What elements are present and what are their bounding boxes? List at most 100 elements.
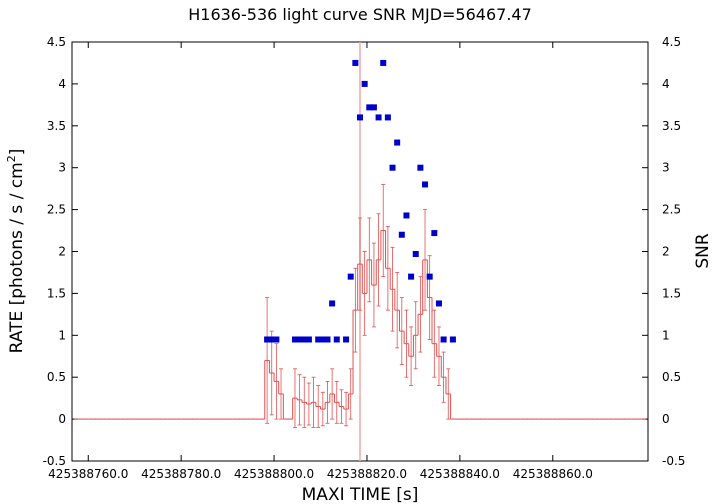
snr-point xyxy=(408,273,415,280)
y-axis-label: RATE [photons / s / cm2] xyxy=(5,149,27,354)
y-tick-label: 4 xyxy=(58,77,66,91)
y-tick-label: 4.5 xyxy=(47,35,66,49)
error-bar xyxy=(399,297,404,366)
snr-point xyxy=(268,336,275,343)
y-tick-label: 0 xyxy=(58,412,66,426)
error-bar xyxy=(385,225,390,311)
snr-point xyxy=(301,336,308,343)
x-tick-label: 425388840.0 xyxy=(420,467,500,481)
x-tick-label: 425388860.0 xyxy=(513,467,593,481)
snr-point xyxy=(305,336,312,343)
snr-point xyxy=(333,336,340,343)
error-bar xyxy=(390,246,395,332)
snr-point xyxy=(324,336,331,343)
error-bar xyxy=(279,368,284,420)
snr-point xyxy=(394,139,401,146)
x-axis-label: MAXI TIME [s] xyxy=(302,485,419,504)
error-bar xyxy=(269,330,274,416)
y-tick-label: 1 xyxy=(58,328,66,342)
snr-point xyxy=(352,59,359,66)
snr-point xyxy=(440,336,447,343)
error-bar xyxy=(306,382,311,426)
error-bar xyxy=(404,309,409,378)
snr-point xyxy=(417,164,424,171)
snr-point xyxy=(315,336,322,343)
x-tick-label: 425388800.0 xyxy=(234,467,314,481)
error-bar xyxy=(320,391,325,427)
snr-point xyxy=(435,300,442,307)
snr-point xyxy=(264,336,271,343)
x-tick-label: 425388820.0 xyxy=(327,467,407,481)
error-bar xyxy=(348,368,353,420)
snr-point xyxy=(370,104,377,111)
error-bar xyxy=(436,326,441,386)
y2-tick-label: 0.5 xyxy=(662,370,681,384)
error-bar xyxy=(334,380,339,424)
error-bar xyxy=(441,351,446,403)
snr-point xyxy=(357,114,363,121)
snr-point xyxy=(380,59,387,66)
y-tick-label: 3 xyxy=(58,161,66,175)
snr-point xyxy=(403,212,410,219)
snr-point xyxy=(361,80,368,87)
error-bar xyxy=(339,389,344,424)
y-axis-label-text: RATE [photons / s / cm xyxy=(7,162,27,353)
y-axis-label-sup: 2 xyxy=(5,155,18,162)
snr-point xyxy=(343,336,350,343)
snr-point xyxy=(384,114,391,121)
x-tick-label: 425388780.0 xyxy=(141,467,221,481)
snr-point xyxy=(329,300,336,307)
error-bar xyxy=(325,380,330,424)
y2-tick-label: 3 xyxy=(662,161,670,175)
y2-tick-label: 1 xyxy=(662,328,670,342)
snr-point xyxy=(398,231,405,238)
chart-title: H1636-536 light curve SNR MJD=56467.47 xyxy=(188,5,532,24)
error-bar xyxy=(381,184,386,278)
error-bar xyxy=(418,276,423,353)
error-bar xyxy=(297,374,302,426)
error-bar xyxy=(371,242,376,328)
y-tick-label: 2 xyxy=(58,245,66,259)
error-bar xyxy=(316,385,321,428)
snr-point xyxy=(366,104,373,111)
error-bar xyxy=(344,391,349,427)
error-bar xyxy=(358,217,362,311)
snr-point xyxy=(296,336,303,343)
error-bar xyxy=(446,368,451,420)
snr-point xyxy=(291,336,298,343)
snr-point xyxy=(375,114,382,121)
y2-tick-label: 2.5 xyxy=(662,203,681,217)
snr-point xyxy=(426,273,433,280)
y2-tick-label: -0.5 xyxy=(662,454,685,468)
snr-point xyxy=(449,336,456,343)
error-bar xyxy=(330,368,335,420)
snr-point xyxy=(319,336,326,343)
error-bar xyxy=(353,267,358,353)
x-tick-label: 425388760.0 xyxy=(48,467,128,481)
y2-tick-label: 2 xyxy=(662,245,670,259)
y-tick-label: 0.5 xyxy=(47,370,66,384)
y2-tick-label: 4 xyxy=(662,77,670,91)
error-bar xyxy=(265,297,270,424)
error-bar xyxy=(409,326,414,386)
y2-tick-label: 0 xyxy=(662,412,670,426)
y-axis-label-end: ] xyxy=(7,149,27,156)
snr-point xyxy=(412,251,419,258)
error-bar xyxy=(311,376,316,428)
y2-tick-label: 1.5 xyxy=(662,286,681,300)
error-bar xyxy=(367,217,372,303)
error-bar xyxy=(427,255,432,340)
error-bar xyxy=(376,213,381,307)
y-tick-label: 2.5 xyxy=(47,203,66,217)
snr-point xyxy=(273,336,280,343)
error-bar xyxy=(362,251,367,336)
error-bar xyxy=(395,272,400,349)
error-bar xyxy=(292,368,297,428)
error-bar xyxy=(413,301,418,370)
error-bar xyxy=(423,209,428,311)
error-bar xyxy=(432,309,437,378)
snr-point xyxy=(422,181,429,188)
snr-point xyxy=(431,230,438,237)
